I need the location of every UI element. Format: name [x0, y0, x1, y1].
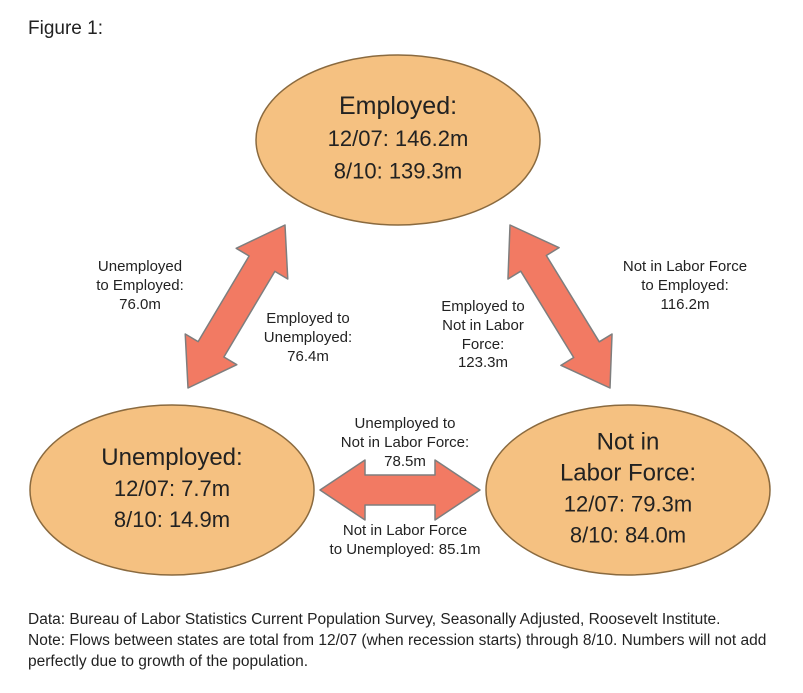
node-nilf-line-0: Not in	[597, 429, 660, 456]
flow-label-line: 123.3m	[403, 354, 563, 373]
node-nilf-line-3: 8/10: 84.0m	[570, 523, 686, 548]
flow-label-emp_to_unemp: Employed toUnemployed:76.4m	[233, 310, 383, 366]
flow-label-line: Not in Labor	[403, 317, 563, 336]
flow-label-unemp_to_nilf: Unemployed toNot in Labor Force:78.5m	[300, 415, 510, 471]
footer-note-line: Note: Flows between states are total fro…	[28, 631, 775, 673]
footer-data-line: Data: Bureau of Labor Statistics Current…	[28, 610, 775, 631]
flow-label-nilf_to_emp: Not in Labor Forceto Employed:116.2m	[590, 258, 780, 314]
node-nilf-line-2: 12/07: 79.3m	[564, 491, 692, 516]
flow-label-line: to Unemployed: 85.1m	[300, 541, 510, 560]
flow-label-line: Unemployed:	[233, 329, 383, 348]
node-nilf-line-1: Labor Force:	[560, 460, 696, 487]
flow-label-line: 116.2m	[590, 296, 780, 315]
flow-label-line: Unemployed	[70, 258, 210, 277]
flow-label-line: 78.5m	[300, 453, 510, 472]
figure-footer: Data: Bureau of Labor Statistics Current…	[28, 610, 775, 673]
node-employed-line-0: Employed:	[339, 92, 457, 120]
figure-container: Figure 1: Employed:12/07: 146.2m8/10: 13…	[0, 0, 803, 693]
node-unemployed-line-0: Unemployed:	[101, 444, 242, 471]
node-unemployed-line-2: 8/10: 14.9m	[114, 507, 230, 532]
node-employed-line-2: 8/10: 139.3m	[334, 158, 462, 183]
flow-label-unemp_to_emp: Unemployedto Employed:76.0m	[70, 258, 210, 314]
flow-label-nilf_to_unemp: Not in Labor Forceto Unemployed: 85.1m	[300, 522, 510, 560]
flow-label-line: 76.0m	[70, 296, 210, 315]
diagram-svg: Employed: 12/07: 146.2m 8/10: 139.3m Unempl…	[0, 0, 803, 693]
flow-label-line: Not in Labor Force	[590, 258, 780, 277]
flow-label-line: Unemployed to	[300, 415, 510, 434]
flow-label-line: to Employed:	[70, 277, 210, 296]
flow-label-line: Not in Labor Force:	[300, 434, 510, 453]
flow-label-emp_to_nilf: Employed toNot in LaborForce:123.3m	[403, 298, 563, 373]
flow-label-line: 76.4m	[233, 348, 383, 367]
flow-label-line: Force:	[403, 336, 563, 355]
node-employed-line-1: 12/07: 146.2m	[328, 126, 469, 151]
flow-label-line: Employed to	[233, 310, 383, 329]
node-unemployed-line-1: 12/07: 7.7m	[114, 476, 230, 501]
flow-label-line: Employed to	[403, 298, 563, 317]
flow-label-line: to Employed:	[590, 277, 780, 296]
flow-label-line: Not in Labor Force	[300, 522, 510, 541]
